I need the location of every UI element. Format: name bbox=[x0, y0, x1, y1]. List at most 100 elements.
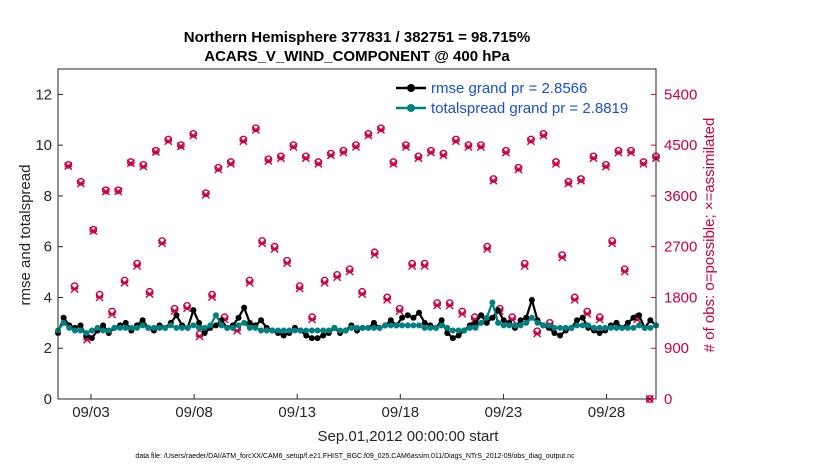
spread-point bbox=[534, 319, 541, 326]
spread-point bbox=[517, 322, 524, 329]
spread-point bbox=[630, 324, 637, 331]
rmse-point bbox=[387, 317, 394, 324]
rmse-point bbox=[235, 314, 242, 321]
possible-point bbox=[527, 135, 535, 144]
assimilated-point bbox=[376, 125, 386, 135]
assimilated-point bbox=[558, 253, 567, 262]
assimilated-point bbox=[351, 142, 360, 151]
spread-point bbox=[246, 324, 253, 331]
spread-point bbox=[77, 327, 84, 334]
possible-point bbox=[539, 129, 548, 138]
spread-point bbox=[162, 324, 169, 331]
assimilated-point bbox=[370, 250, 379, 259]
assimilated-point bbox=[626, 148, 636, 157]
assimilated-point bbox=[139, 162, 148, 171]
spread-point bbox=[145, 324, 152, 331]
assimilated-point bbox=[164, 137, 173, 146]
rmse-point bbox=[173, 312, 180, 319]
rmse-point bbox=[139, 317, 146, 324]
x-tick-label: 09/18 bbox=[382, 404, 420, 421]
spread-point bbox=[354, 324, 360, 331]
spread-point bbox=[449, 327, 456, 334]
spread-point bbox=[540, 322, 547, 329]
rmse-point bbox=[190, 307, 197, 314]
rmse-point bbox=[77, 322, 84, 329]
assimilated-point bbox=[639, 159, 648, 168]
assimilated-point bbox=[245, 278, 254, 287]
spread-point bbox=[320, 327, 327, 334]
rmse-point bbox=[624, 319, 631, 326]
assimilated-point bbox=[289, 142, 298, 151]
spread-point bbox=[83, 330, 90, 336]
spread-point bbox=[523, 319, 530, 326]
rmse-point bbox=[258, 317, 265, 324]
spread-point bbox=[325, 327, 332, 334]
spread-point bbox=[466, 324, 473, 331]
spread-point bbox=[551, 324, 558, 331]
possible-point bbox=[389, 158, 398, 166]
spread-point bbox=[196, 324, 203, 331]
spread-point bbox=[370, 324, 377, 331]
y-tick-label-right: 5400 bbox=[664, 86, 697, 103]
spread-point bbox=[528, 314, 535, 321]
spread-point bbox=[444, 324, 451, 331]
possible-point bbox=[414, 152, 423, 161]
spread-point bbox=[455, 327, 462, 334]
spread-point bbox=[568, 324, 575, 331]
possible-point bbox=[614, 146, 623, 155]
spread-point bbox=[314, 327, 321, 334]
spread-point bbox=[557, 324, 564, 331]
assimilated-point bbox=[189, 131, 198, 140]
spread-point bbox=[359, 324, 366, 331]
assimilated-point bbox=[183, 304, 192, 313]
assimilated-point bbox=[520, 261, 529, 270]
rmse-point bbox=[495, 307, 502, 314]
assimilated-point bbox=[408, 261, 417, 270]
possible-point bbox=[64, 160, 73, 169]
assimilated-point bbox=[464, 142, 473, 151]
assimilated-point bbox=[401, 142, 411, 151]
spread-point bbox=[331, 324, 338, 331]
spread-point bbox=[117, 324, 124, 331]
assimilated-point bbox=[514, 165, 523, 174]
assimilated-point bbox=[226, 159, 235, 168]
assimilated-point bbox=[539, 131, 548, 140]
assimilated-point bbox=[501, 148, 511, 157]
possible-point bbox=[639, 158, 648, 166]
spread-point bbox=[291, 327, 298, 334]
rmse-point bbox=[122, 319, 129, 326]
spread-point bbox=[624, 324, 631, 331]
assimilated-point bbox=[114, 187, 123, 196]
spread-point bbox=[636, 322, 643, 329]
spread-point bbox=[156, 324, 163, 331]
possible-point bbox=[139, 160, 148, 169]
spread-point bbox=[348, 324, 355, 331]
rmse-point bbox=[517, 317, 524, 324]
rmse-point bbox=[308, 335, 315, 342]
assimilated-point bbox=[358, 289, 367, 299]
possible-point bbox=[314, 158, 323, 166]
spread-point bbox=[66, 324, 73, 331]
rmse-point bbox=[528, 297, 535, 303]
assimilated-point bbox=[364, 131, 373, 140]
spread-point bbox=[404, 322, 411, 329]
assimilated-point bbox=[526, 137, 536, 146]
possible-point bbox=[352, 141, 360, 150]
possible-point bbox=[239, 135, 248, 144]
spread-point bbox=[184, 324, 191, 331]
footer-data-file: data file: /Users/raeder/DAI/ATM_forcXX/… bbox=[135, 453, 575, 460]
possible-point bbox=[489, 175, 498, 183]
assimilated-point bbox=[433, 301, 442, 310]
rmse-point bbox=[421, 319, 428, 326]
possible-point bbox=[377, 124, 385, 133]
spread-point bbox=[229, 324, 236, 331]
y-tick-label-right: 1800 bbox=[664, 289, 697, 306]
y-tick-label-right: 2700 bbox=[664, 239, 697, 256]
assimilated-point bbox=[157, 239, 167, 248]
rmse-point bbox=[478, 312, 485, 319]
possible-point bbox=[602, 160, 610, 169]
spread-point bbox=[303, 327, 310, 334]
assimilated-point bbox=[576, 176, 586, 185]
assimilated-point bbox=[420, 261, 429, 270]
